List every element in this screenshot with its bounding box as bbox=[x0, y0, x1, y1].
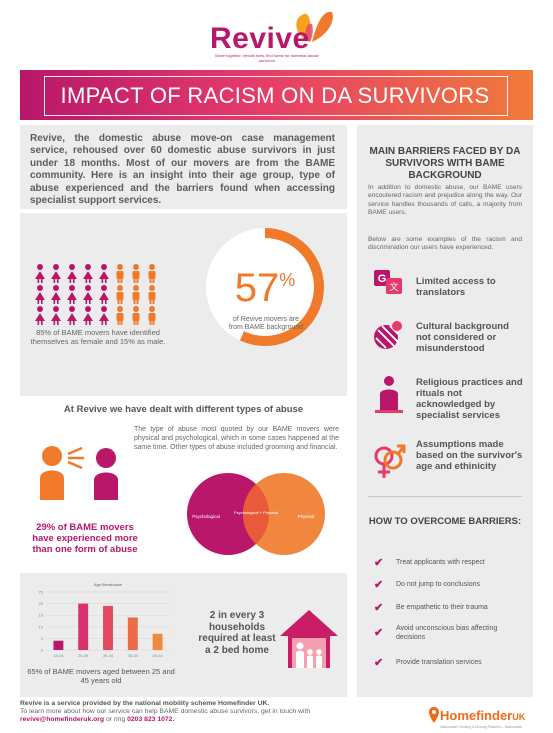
female-figure bbox=[51, 264, 61, 283]
barrier-assumptions: Assumptions made based on the survivor's… bbox=[416, 439, 523, 472]
abuse-stat: 29% of BAME movers have experienced more… bbox=[32, 522, 138, 555]
y-tick-label: 15 bbox=[39, 613, 44, 618]
house-text: 2 in every 3 households required at leas… bbox=[198, 610, 276, 656]
male-figure bbox=[132, 264, 140, 283]
female-figure bbox=[51, 285, 61, 304]
y-tick-label: 10 bbox=[39, 624, 44, 629]
age-caption: 65% of BAME movers aged between 25 and 4… bbox=[27, 667, 175, 685]
y-tick-label: 20 bbox=[39, 601, 44, 606]
venn-overlap-label: Psychological + Physical bbox=[234, 510, 278, 515]
tip-conclusions: Do not jump to conclusions bbox=[396, 581, 481, 588]
male-figure bbox=[148, 306, 156, 325]
bame-percentage: 57% bbox=[234, 266, 296, 310]
female-figure bbox=[83, 285, 93, 304]
check-icon: ✔ bbox=[374, 602, 384, 614]
male-figure bbox=[116, 285, 124, 304]
x-tick-label: 35-44 bbox=[103, 653, 114, 658]
venn-right-label: Physical bbox=[298, 514, 315, 519]
svg-text:G: G bbox=[378, 273, 387, 285]
abuse-venn-diagram: Psychological Psychological + Physical P… bbox=[187, 473, 325, 555]
bame-caption: of Revive movers are from BAME backgroun… bbox=[228, 316, 304, 332]
family-house-icon bbox=[280, 610, 338, 668]
butterfly-logo-icon bbox=[296, 11, 333, 42]
check-icon: ✔ bbox=[374, 657, 384, 669]
y-tick-label: 0 bbox=[41, 648, 44, 653]
female-figure bbox=[67, 264, 77, 283]
female-figure bbox=[99, 285, 109, 304]
female-figure bbox=[35, 264, 45, 283]
footer-phone[interactable]: 0203 823 1072. bbox=[127, 716, 175, 724]
panel-divider bbox=[368, 496, 522, 497]
barrier-religion: Religious practices and rituals not ackn… bbox=[416, 377, 523, 421]
footer-email-link[interactable]: revive@homefinderuk.org bbox=[20, 716, 105, 724]
intro-text: Revive, the domestic abuse move-on case … bbox=[30, 133, 335, 207]
y-tick-label: 25 bbox=[39, 590, 44, 595]
barriers-title: MAIN BARRIERS FACED BY DA SURVIVORS WITH… bbox=[369, 146, 521, 181]
location-pin-icon bbox=[429, 707, 439, 723]
overcome-title: HOW TO OVERCOME BARRIERS: bbox=[368, 516, 522, 527]
female-figure bbox=[99, 306, 109, 325]
tip-respect: Treat applicants with respect bbox=[396, 559, 485, 566]
intro-panel bbox=[20, 125, 347, 209]
homefinder-logo: HomefinderUK bbox=[440, 708, 526, 723]
tip-empathy: Be empathetic to their trauma bbox=[396, 604, 488, 611]
female-figure bbox=[83, 264, 93, 283]
abuse-title: At Revive we have dealt with different t… bbox=[63, 404, 304, 415]
female-figure bbox=[35, 285, 45, 304]
age-bar bbox=[78, 603, 89, 650]
barrier-translators: Limited access to translators bbox=[416, 276, 496, 298]
male-figure bbox=[116, 306, 124, 325]
svg-text:文: 文 bbox=[389, 281, 398, 293]
hero-frame bbox=[44, 76, 508, 116]
check-icon: ✔ bbox=[374, 579, 384, 591]
homefinder-tagline: Nationwide Housing & Moving Platform – N… bbox=[440, 725, 522, 729]
age-bar bbox=[53, 640, 64, 650]
female-figure bbox=[51, 306, 61, 325]
female-figure bbox=[35, 306, 45, 325]
male-figure bbox=[148, 285, 156, 304]
male-figure bbox=[132, 285, 140, 304]
logo-tagline: Move together, rebuild lives, find home … bbox=[215, 53, 319, 63]
venn-left-label: Psychological bbox=[192, 514, 220, 519]
age-bar bbox=[103, 605, 113, 650]
tip-bias: Avoid unconscious bias affecting decisio… bbox=[396, 625, 498, 641]
female-figure bbox=[67, 306, 77, 325]
female-figure bbox=[83, 306, 93, 325]
check-icon: ✔ bbox=[374, 627, 384, 639]
male-figure bbox=[116, 264, 124, 283]
footer-text: Revive is a service provided by the nati… bbox=[20, 700, 311, 724]
x-tick-label: 45-54 bbox=[128, 653, 139, 658]
female-figure bbox=[99, 264, 109, 283]
barrier-culture: Cultural background not considered or mi… bbox=[416, 321, 509, 354]
translate-icon: G 文 bbox=[374, 270, 402, 294]
hero-banner bbox=[20, 70, 533, 120]
shouting-icon bbox=[40, 446, 118, 500]
abuse-text: The type of abuse most quoted by our BAM… bbox=[134, 426, 339, 451]
gender-icon bbox=[374, 444, 406, 478]
tip-translation: Provide translation services bbox=[396, 659, 482, 666]
barriers-intro: In addition to domestic abuse, our BAME … bbox=[368, 184, 522, 216]
gender-people-grid bbox=[35, 264, 156, 325]
x-tick-label: 18-24 bbox=[53, 653, 64, 658]
chart-title: Age Breakdown bbox=[94, 582, 122, 587]
barriers-intro-examples: Below are some examples of the racism an… bbox=[368, 236, 522, 252]
bame-ring-inner bbox=[216, 238, 314, 336]
male-figure bbox=[148, 264, 156, 283]
male-figure bbox=[132, 306, 140, 325]
age-bar-chart: Age Breakdown 0 5 10 15 20 25 18-24 25-34 35-44 45… bbox=[39, 582, 170, 658]
x-tick-label: 25-34 bbox=[78, 653, 89, 658]
revive-logo: Revive bbox=[210, 22, 310, 55]
prayer-icon bbox=[375, 376, 403, 413]
female-figure bbox=[67, 285, 77, 304]
check-icon: ✔ bbox=[374, 557, 384, 569]
gender-caption: 85% of BAME movers have identified thems… bbox=[30, 328, 166, 346]
age-bar bbox=[152, 633, 163, 650]
culture-icon bbox=[374, 321, 402, 349]
page-title: IMPACT OF RACISM ON DA SURVIVORS bbox=[60, 83, 490, 108]
x-tick-label: 55-64 bbox=[152, 653, 163, 658]
age-bar bbox=[127, 617, 138, 650]
y-tick-label: 5 bbox=[41, 636, 44, 641]
